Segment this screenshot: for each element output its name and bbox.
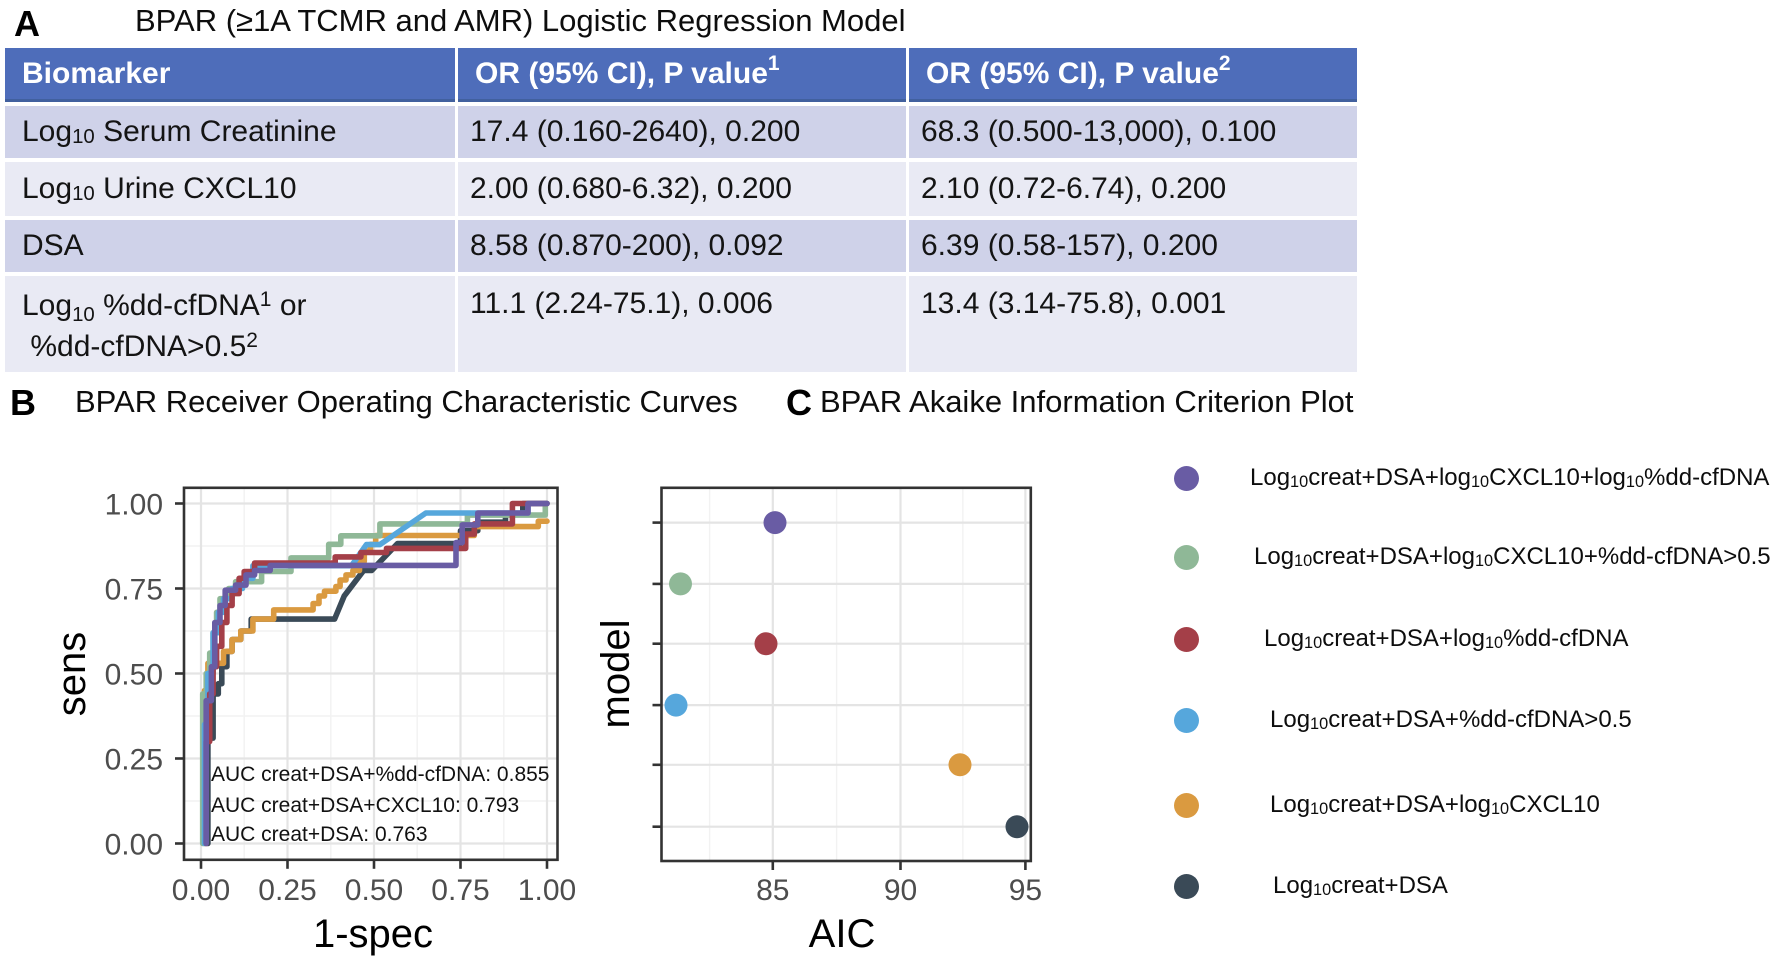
svg-text:90: 90: [884, 874, 917, 907]
svg-text:0.50: 0.50: [345, 874, 403, 907]
svg-text:0.00: 0.00: [172, 874, 230, 907]
svg-text:0.25: 0.25: [105, 744, 163, 777]
svg-text:0.75: 0.75: [431, 874, 489, 907]
svg-text:AUC creat+DSA+%dd-cfDNA: 0.855: AUC creat+DSA+%dd-cfDNA: 0.855: [211, 763, 549, 786]
svg-text:0.75: 0.75: [105, 574, 163, 607]
svg-text:0.25: 0.25: [258, 874, 316, 907]
svg-text:85: 85: [756, 874, 789, 907]
svg-text:0.00: 0.00: [105, 829, 163, 862]
svg-text:1.00: 1.00: [105, 489, 163, 522]
svg-text:AUC creat+DSA+CXCL10: 0.793: AUC creat+DSA+CXCL10: 0.793: [211, 794, 519, 817]
svg-text:0.50: 0.50: [105, 659, 163, 692]
svg-text:model: model: [594, 620, 638, 729]
svg-text:1-spec: 1-spec: [313, 912, 433, 956]
svg-text:1.00: 1.00: [518, 874, 576, 907]
svg-text:AIC: AIC: [809, 912, 876, 956]
svg-text:sens: sens: [50, 632, 94, 717]
svg-text:AUC creat+DSA: 0.763: AUC creat+DSA: 0.763: [211, 823, 428, 846]
svg-text:95: 95: [1009, 874, 1042, 907]
